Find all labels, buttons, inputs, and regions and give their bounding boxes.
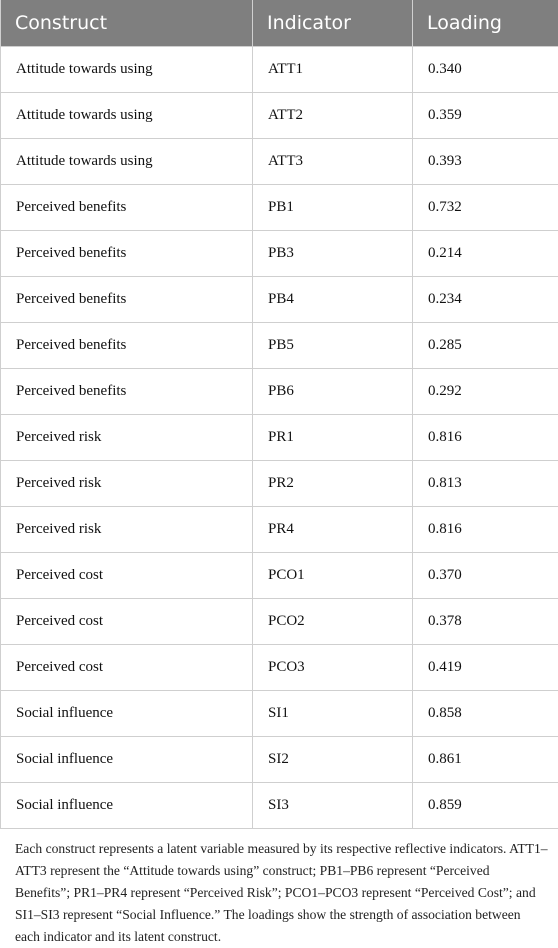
table-cell: PB1 (253, 184, 413, 230)
table-cell: Perceived cost (1, 598, 253, 644)
footnote: Each construct represents a latent varia… (15, 838, 548, 948)
table-cell: SI3 (253, 782, 413, 828)
header-cell: Loading (413, 0, 558, 46)
table-cell: Perceived benefits (1, 368, 253, 414)
table-cell: 0.858 (413, 690, 558, 736)
table-cell: Social influence (1, 782, 253, 828)
table-cell: Social influence (1, 690, 253, 736)
table-cell: Perceived cost (1, 552, 253, 598)
table-cell: PB6 (253, 368, 413, 414)
table-cell: PB4 (253, 276, 413, 322)
table-cell: Perceived risk (1, 414, 253, 460)
table-cell: PR1 (253, 414, 413, 460)
table-cell: Social influence (1, 736, 253, 782)
table-cell: 0.732 (413, 184, 558, 230)
table-cell: ATT3 (253, 138, 413, 184)
table-cell: SI1 (253, 690, 413, 736)
table-cell: 0.419 (413, 644, 558, 690)
table-cell: Attitude towards using (1, 92, 253, 138)
table-cell: 0.359 (413, 92, 558, 138)
table-cell: PCO3 (253, 644, 413, 690)
table-cell: 0.285 (413, 322, 558, 368)
table-cell: 0.861 (413, 736, 558, 782)
table-cell: ATT1 (253, 46, 413, 92)
header-cell: Indicator (253, 0, 413, 46)
table-cell: Perceived benefits (1, 276, 253, 322)
table-cell: Perceived risk (1, 506, 253, 552)
table-cell: 0.292 (413, 368, 558, 414)
table-cell: PR4 (253, 506, 413, 552)
table-cell: 0.816 (413, 506, 558, 552)
table-cell: Perceived benefits (1, 322, 253, 368)
table-cell: Perceived benefits (1, 184, 253, 230)
table-cell: PCO2 (253, 598, 413, 644)
header-cell: Construct (1, 0, 253, 46)
table-cell: ATT2 (253, 92, 413, 138)
table-cell: Perceived cost (1, 644, 253, 690)
table-cell: 0.214 (413, 230, 558, 276)
table-cell: Attitude towards using (1, 138, 253, 184)
table-cell: SI2 (253, 736, 413, 782)
table-cell: Perceived risk (1, 460, 253, 506)
table-cell: PB3 (253, 230, 413, 276)
table-cell: PCO1 (253, 552, 413, 598)
table-cell: 0.816 (413, 414, 558, 460)
table-cell: Attitude towards using (1, 46, 253, 92)
table-cell: 0.370 (413, 552, 558, 598)
table-cell: PR2 (253, 460, 413, 506)
table-cell: 0.234 (413, 276, 558, 322)
table-cell: Perceived benefits (1, 230, 253, 276)
table-cell: 0.813 (413, 460, 558, 506)
table-cell: 0.393 (413, 138, 558, 184)
table-cell: 0.859 (413, 782, 558, 828)
table-cell: 0.378 (413, 598, 558, 644)
table-cell: 0.340 (413, 46, 558, 92)
table-cell: PB5 (253, 322, 413, 368)
